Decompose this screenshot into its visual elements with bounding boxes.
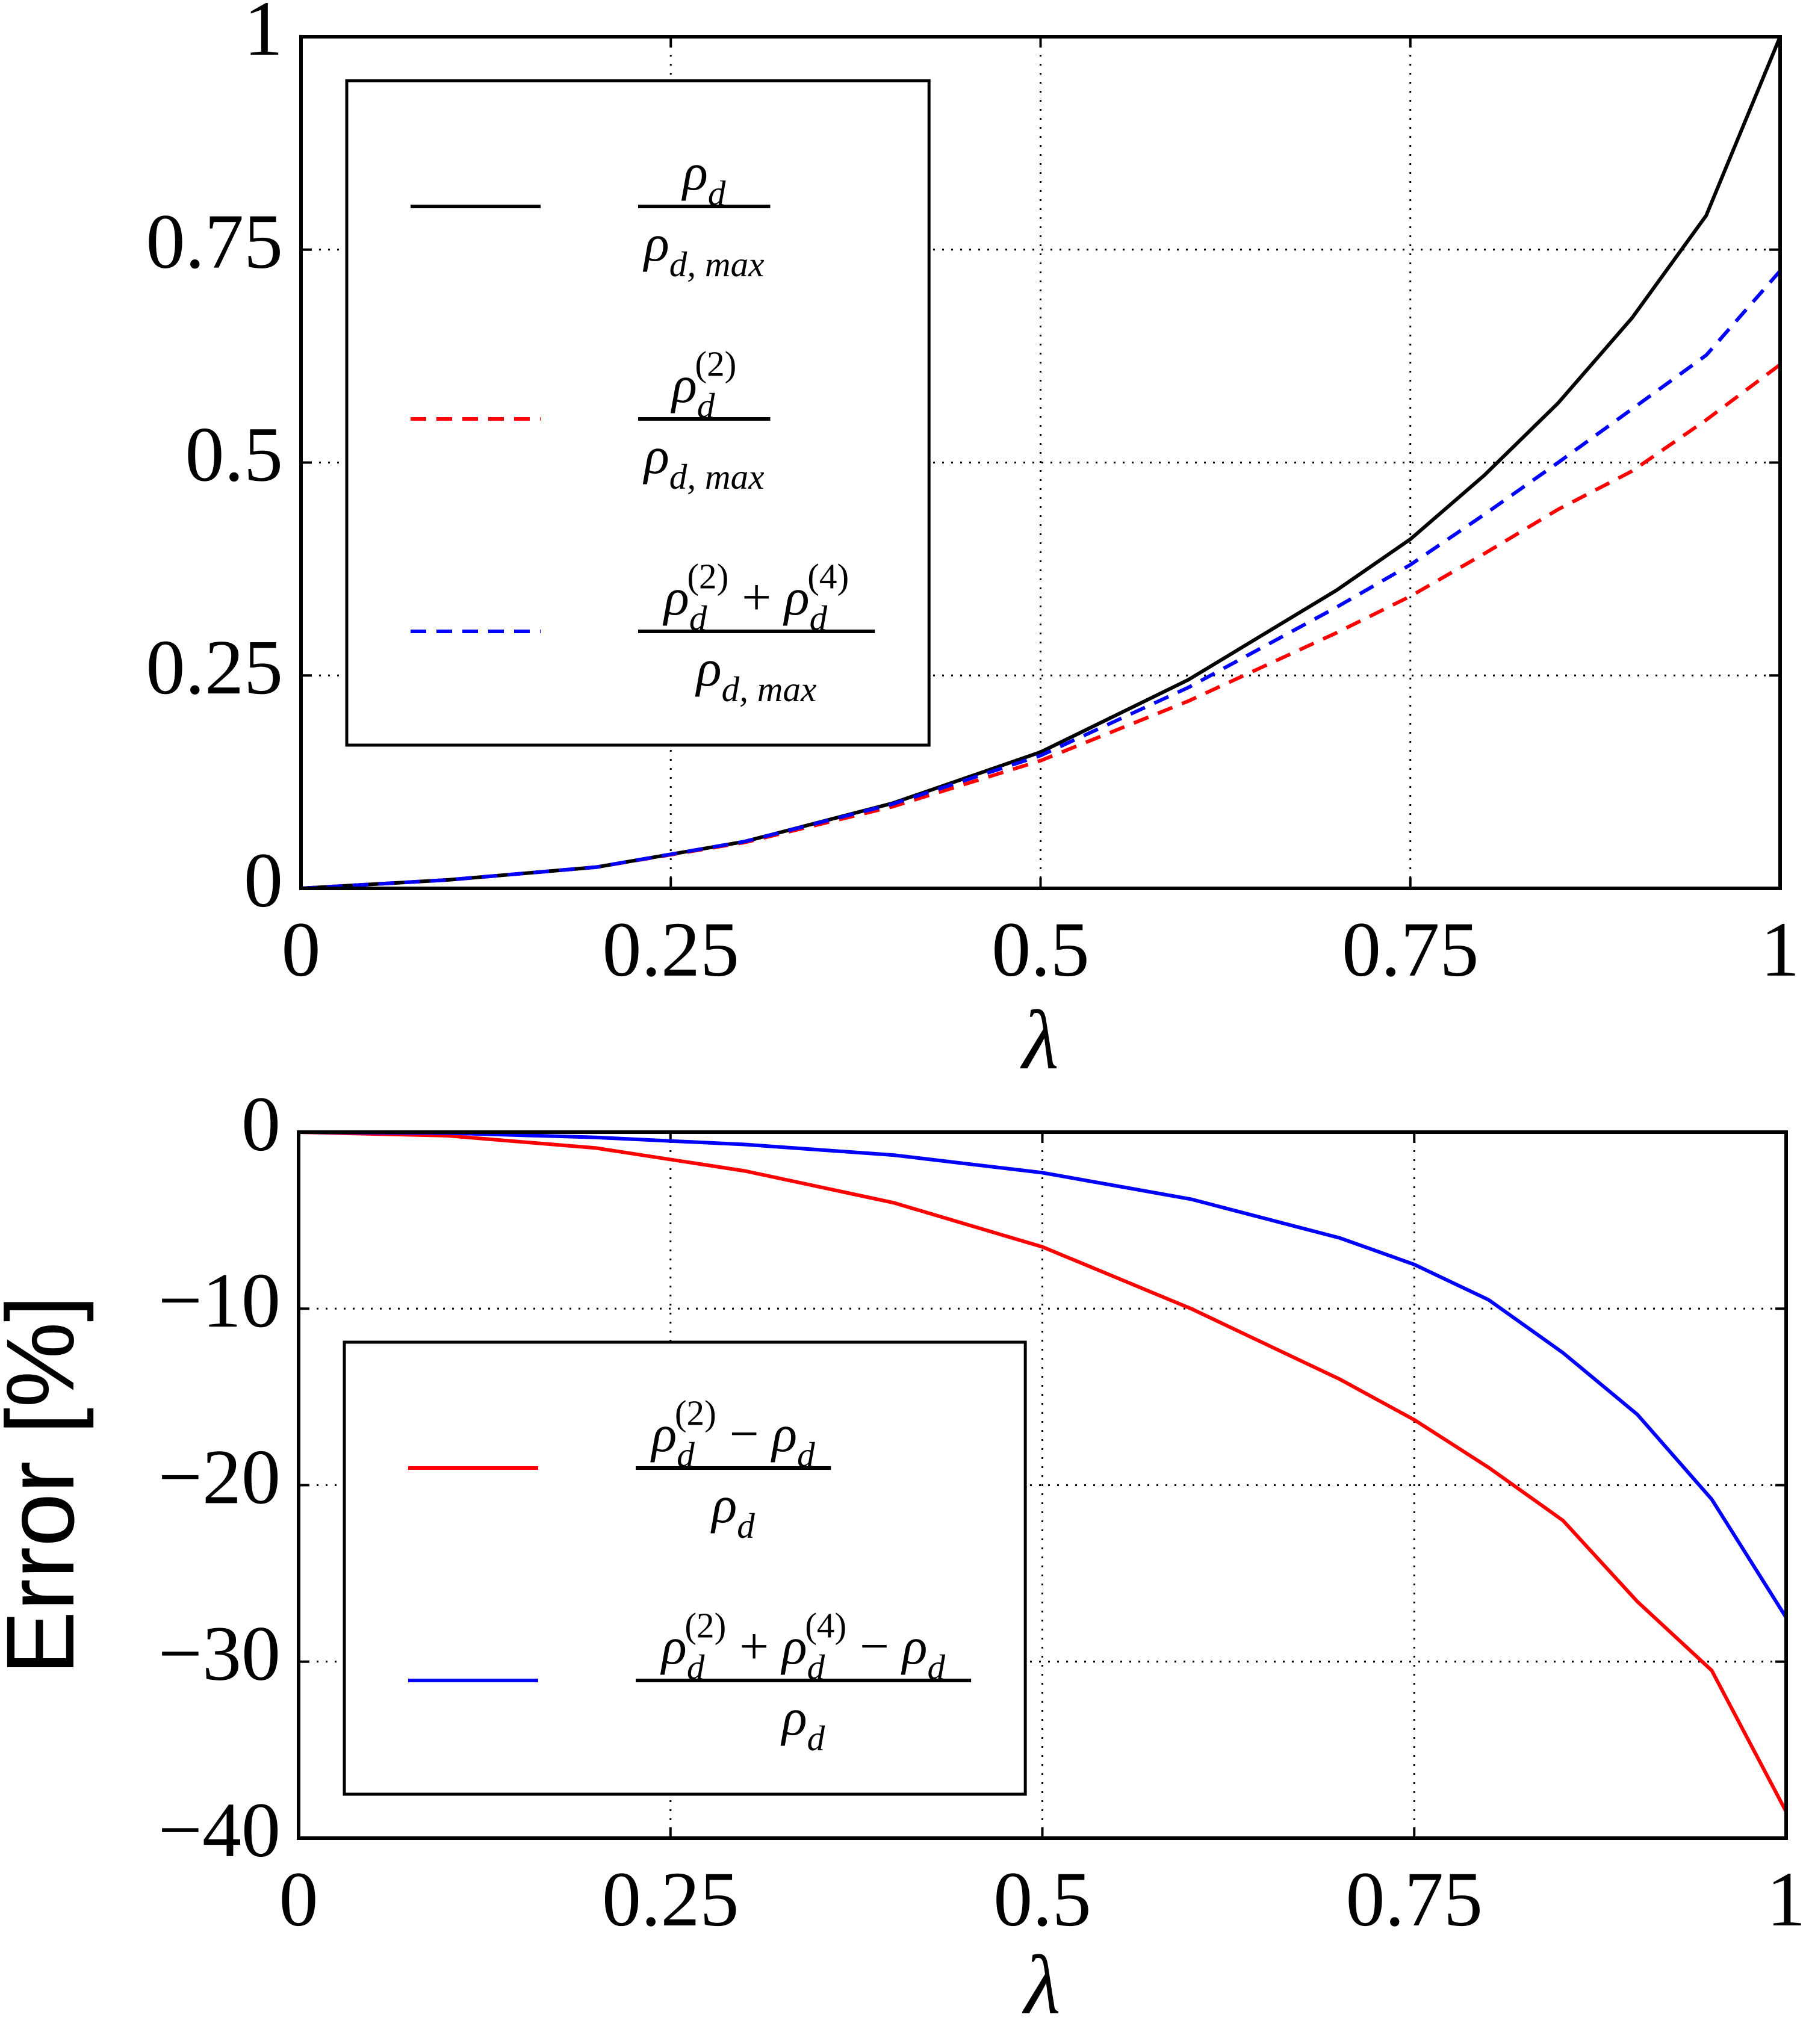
x-tick-label: 1 bbox=[1767, 1856, 1806, 1943]
axes-frame bbox=[297, 1130, 1788, 1840]
x-tick-label: 0.5 bbox=[993, 1856, 1091, 1943]
y-axis-label: Error [%] bbox=[0, 1295, 94, 1675]
legend-label-numerator: ρd(2) + ρd(4) − ρd bbox=[660, 1606, 945, 1688]
legend-label-numerator: ρd(2) − ρd bbox=[650, 1393, 816, 1475]
legend-label-denominator: ρd, max bbox=[642, 426, 764, 497]
legend-label-numerator: ρd(2) bbox=[670, 344, 736, 426]
y-tick-label: −20 bbox=[158, 1434, 281, 1520]
legend-label-numerator: ρd(2) + ρd(4) bbox=[662, 557, 849, 639]
y-tick-label: −30 bbox=[158, 1611, 281, 1697]
legend-frame bbox=[343, 1340, 1027, 1796]
legend-label-denominator: ρd, max bbox=[695, 639, 816, 709]
x-tick-label: 0.25 bbox=[603, 906, 740, 993]
series-line bbox=[298, 1130, 1788, 1618]
y-tick-label: 0.25 bbox=[146, 624, 284, 711]
x-axis-label: λ bbox=[1022, 1939, 1061, 2032]
y-tick-label: −40 bbox=[158, 1787, 281, 1874]
series-line bbox=[300, 270, 1782, 890]
axes: 0 0.25 0.5 0.75 1 −40 −30 −20 −10 0 λ Error [%] ρd(2… bbox=[0, 1081, 1806, 2032]
x-tick-label: 0.75 bbox=[1346, 1856, 1483, 1943]
y-tick-label: 0 bbox=[241, 1081, 281, 1168]
legend-label-denominator: ρd bbox=[780, 1688, 825, 1758]
y-tick-label: 0 bbox=[244, 837, 283, 924]
x-tick-label: 0.75 bbox=[1342, 906, 1479, 993]
legend-frame bbox=[345, 79, 931, 747]
x-tick-label: 0.25 bbox=[602, 1856, 739, 1943]
x-tick-label: 0 bbox=[282, 906, 321, 993]
y-tick-label: −10 bbox=[158, 1257, 281, 1344]
series-line bbox=[298, 1130, 1788, 1813]
x-tick-label: 0 bbox=[279, 1856, 318, 1943]
legend-label-denominator: ρd, max bbox=[642, 214, 764, 284]
axes-frame bbox=[299, 35, 1782, 890]
x-tick-label: 0.5 bbox=[991, 906, 1090, 993]
x-axis-label: λ bbox=[1020, 994, 1059, 1087]
x-tick-label: 1 bbox=[1761, 906, 1800, 993]
y-tick-label: 1 bbox=[244, 0, 283, 72]
legend-label-denominator: ρd bbox=[710, 1475, 755, 1546]
y-tick-label: 0.5 bbox=[185, 411, 284, 498]
y-tick-label: 0.75 bbox=[146, 199, 284, 285]
